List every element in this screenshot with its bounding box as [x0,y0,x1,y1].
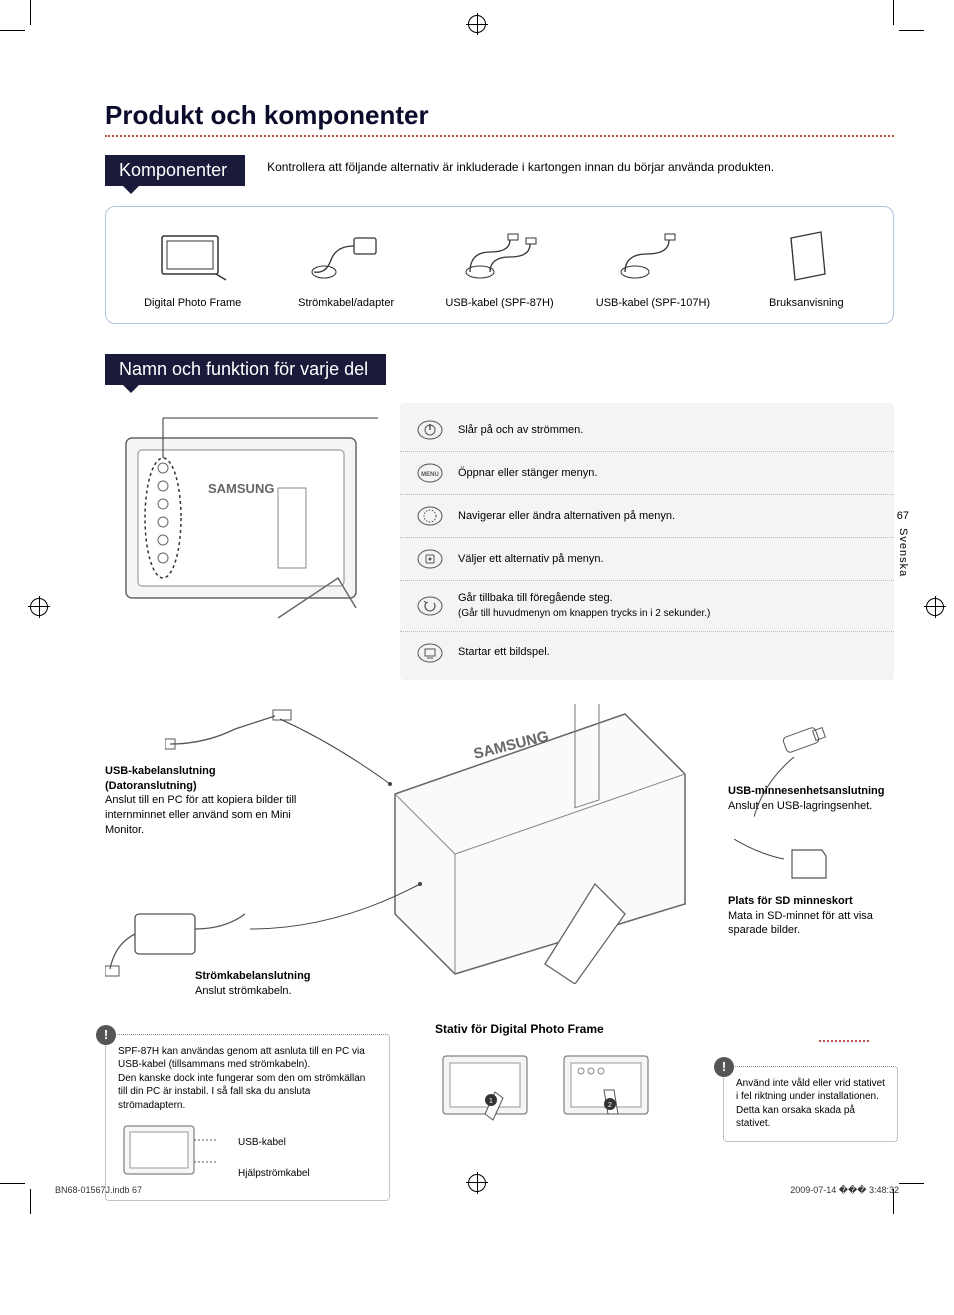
function-text: Går tillbaka till föregående steg.(Går t… [458,591,710,621]
component-label: USB-kabel (SPF-87H) [427,297,572,309]
mini-label: USB-kabel [238,1136,310,1150]
slideshow-icon [416,642,444,664]
function-row: Går tillbaka till föregående steg.(Går t… [400,581,894,632]
nav-icon [416,505,444,527]
svg-text:1: 1 [489,1098,493,1105]
alert-icon: ! [714,1057,734,1077]
stand-illustrations: 1 2 [435,1044,661,1134]
usb-memory-label: USB-minnesenhetsanslutning Anslut en USB… [728,784,898,814]
component-label: Digital Photo Frame [120,297,265,309]
back-icon [416,595,444,617]
alert-icon: ! [96,1025,116,1045]
stand-title: Stativ för Digital Photo Frame [435,1022,604,1036]
leader-line [245,874,425,954]
components-intro: Kontrollera att följande alternativ är i… [267,155,894,176]
usb-cable-icon [427,227,572,287]
print-footer: BN68-01567J.indb 67 2009-07-14 ��� 3:48:… [55,1185,899,1196]
function-row: Navigerar eller ändra alternativen på me… [400,495,894,538]
svg-text:2: 2 [608,1102,612,1109]
adapter-icon [273,227,418,287]
component-item: Bruksanvisning [734,227,879,309]
power-icon [416,419,444,441]
side-page-tab: 67 Svenska [897,510,909,580]
components-box: Digital Photo Frame Strömkabel/adapter U… [105,206,894,324]
function-text: Väljer ett alternativ på menyn. [458,552,604,567]
frame-icon [120,227,265,287]
component-label: USB-kabel (SPF-107H) [580,297,725,309]
component-item: Digital Photo Frame [120,227,265,309]
alert-stand: ! Använd inte våld eller vrid stativet i… [723,1066,898,1142]
function-text: Öppnar eller stänger menyn. [458,466,597,481]
component-item: USB-kabel (SPF-87H) [427,227,572,309]
function-row: Startar ett bildspel. [400,632,894,674]
manual-icon [734,227,879,287]
device-back-illustration: SAMSUNG [105,403,380,633]
function-row: Väljer ett alternativ på menyn. [400,538,894,581]
power-label: Strömkabelanslutning Anslut strömkabeln. [195,969,311,999]
functions-tab: Namn och funktion för varje del [105,354,386,385]
page-title: Produkt och komponenter [105,100,894,131]
svg-text:SAMSUNG: SAMSUNG [208,481,274,496]
connections-diagram: SAMSUNG USB-kabelansl [105,704,894,1174]
components-tab: Komponenter [105,155,245,186]
leader-line [734,834,794,884]
mini-label: Hjälpströmkabel [238,1167,310,1181]
function-text: Navigerar eller ändra alternativen på me… [458,509,675,524]
function-row: Slår på och av strömmen. [400,409,894,452]
mini-frame-icon [118,1120,228,1190]
component-item: USB-kabel (SPF-107H) [580,227,725,309]
function-row: MENU Öppnar eller stänger menyn. [400,452,894,495]
function-table: Slår på och av strömmen. MENU Öppnar ell… [400,403,894,680]
usb-cable-label: USB-kabelanslutning (Datoranslutning) An… [105,764,305,838]
function-text: Startar ett bildspel. [458,645,550,660]
sd-card-label: Plats för SD minneskort Mata in SD-minne… [728,894,898,939]
usb-cable-icon [580,227,725,287]
select-icon [416,548,444,570]
component-label: Strömkabel/adapter [273,297,418,309]
menu-icon: MENU [416,462,444,484]
title-divider [105,135,894,137]
alert-usb-power: ! SPF-87H kan användas genom att asnluta… [105,1034,390,1202]
function-text: Slår på och av strömmen. [458,423,583,438]
component-item: Strömkabel/adapter [273,227,418,309]
svg-text:MENU: MENU [421,472,439,478]
component-label: Bruksanvisning [734,297,879,309]
